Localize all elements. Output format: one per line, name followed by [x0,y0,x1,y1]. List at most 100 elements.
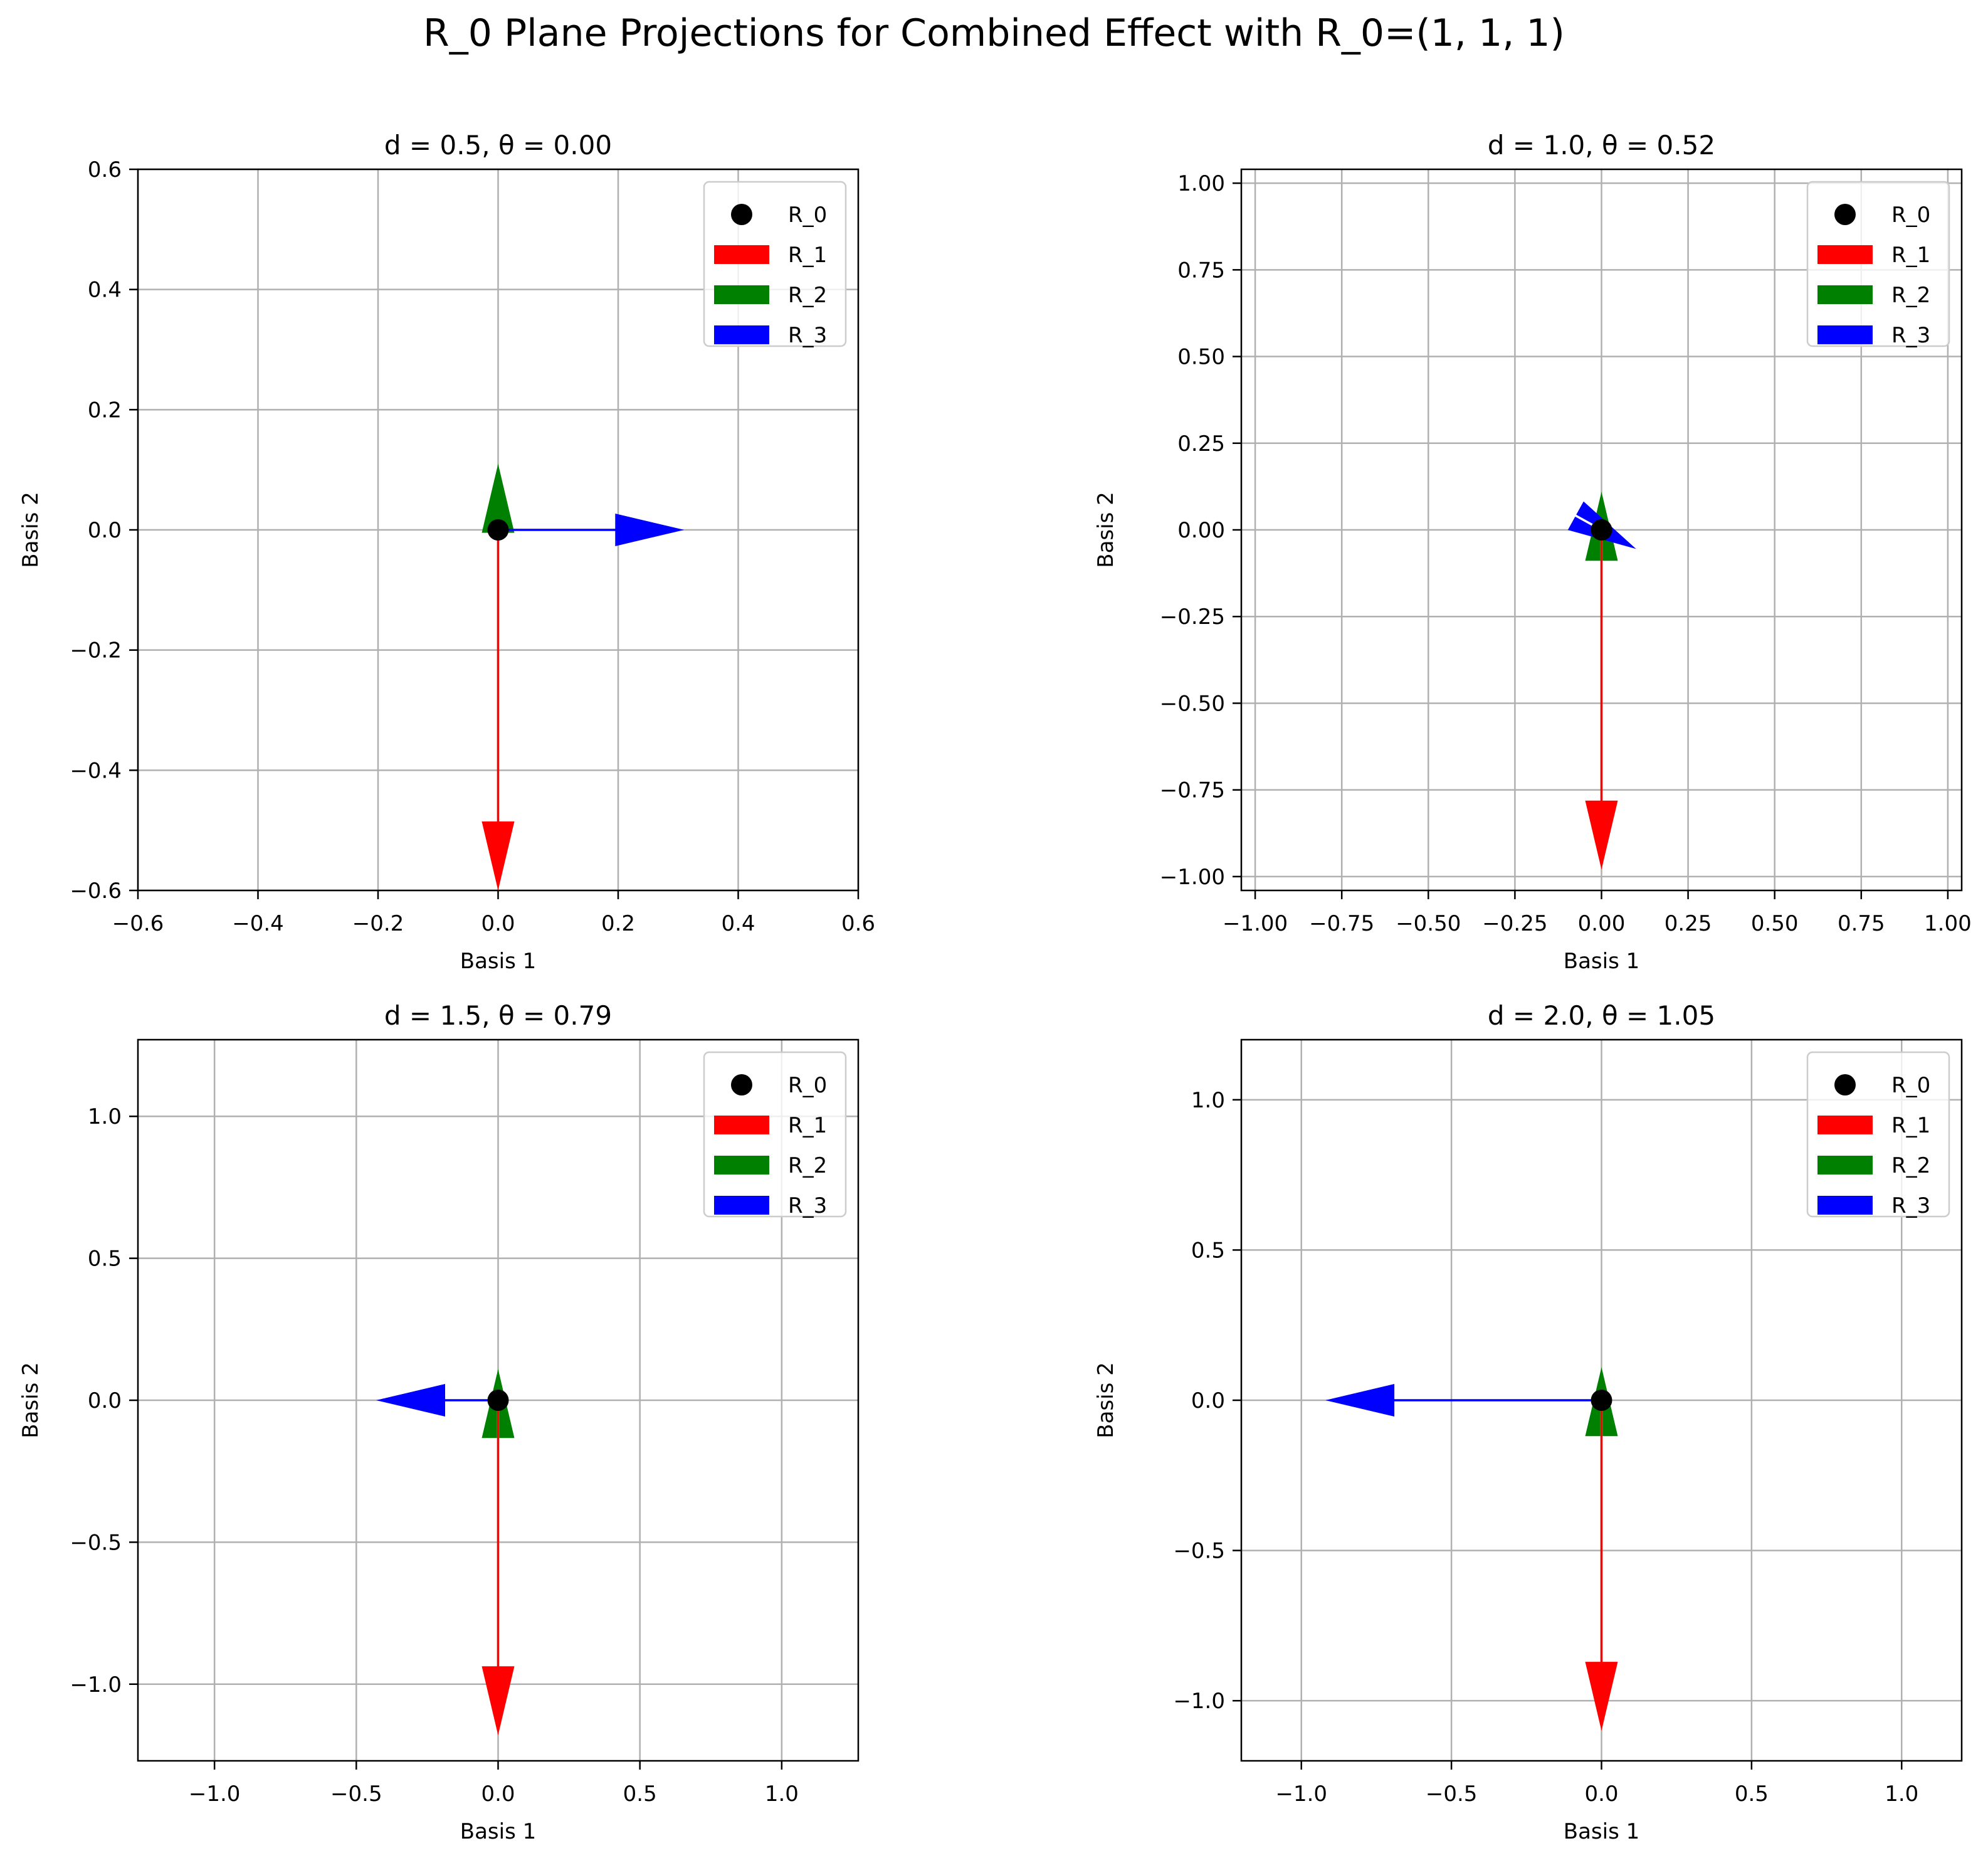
y-tick-label: −1.0 [1173,1689,1225,1714]
point-r0 [487,1390,509,1411]
y-axis-label: Basis 2 [1093,492,1118,568]
y-tick-label: 0.5 [1191,1238,1225,1263]
legend-swatch-r3 [714,1196,769,1215]
x-tick-label: −0.2 [352,911,404,936]
x-tick-label: 0.25 [1665,911,1712,936]
vector-arrow-r3 [498,514,685,546]
y-tick-label: 0.6 [88,157,122,182]
point-r0 [487,519,509,541]
x-tick-label: 0.75 [1838,911,1885,936]
y-axis-label: Basis 2 [18,492,43,568]
x-axis-label: Basis 1 [460,1819,536,1844]
y-tick-label: −0.4 [70,758,122,783]
legend-label: R_1 [788,243,827,268]
x-tick-label: −0.5 [330,1782,382,1807]
legend-label: R_1 [1891,243,1930,268]
subplot-2: −1.00 −0.75 −0.50 −0.25 0.00 0.25 0.50 0.75 1.00… [1093,130,1972,974]
x-tick-label: 0.4 [721,911,755,936]
vector-arrow-r3 [376,1384,498,1417]
legend-label: R_3 [788,323,827,348]
point-r0 [1591,1390,1612,1411]
vector-arrow-r1 [1585,530,1618,870]
subplot-1: −0.6 −0.4 −0.2 0.0 0.2 0.4 0.6 −0.6 −0.4 −0.2 0.0 0… [18,130,875,974]
x-tick-label: 1.0 [1885,1782,1918,1807]
y-tick-label: 0.0 [1191,1388,1225,1413]
x-tick-label: −0.50 [1396,911,1461,936]
y-axis-label: Basis 2 [1093,1362,1118,1438]
x-tick-label: 0.50 [1751,911,1799,936]
x-tick-label: −1.0 [189,1782,241,1807]
vector-arrow-r1 [481,1400,515,1736]
x-axis-label: Basis 1 [1564,949,1639,974]
legend: R_0 R_1 R_2 R_3 [703,181,847,348]
legend-marker-r0 [731,204,752,225]
y-tick-label: 0.0 [88,518,122,543]
legend-swatch-r1 [714,1116,769,1134]
legend-swatch-r2 [714,285,769,304]
legend-marker-r0 [731,1074,752,1095]
vector-arrow-r2 [481,1369,515,1439]
legend-marker-r0 [1834,1074,1856,1095]
y-tick-label: −0.25 [1160,604,1225,630]
x-axis-label: Basis 1 [460,949,536,974]
legend-label: R_1 [788,1113,827,1138]
vector-arrow-r1 [481,530,515,890]
legend-label: R_2 [788,283,827,308]
y-tick-label: 0.2 [88,398,122,423]
x-tick-label: 0.0 [481,911,515,936]
x-tick-label: −0.25 [1482,911,1547,936]
legend-swatch-r3 [1817,325,1873,344]
legend-label: R_2 [1891,283,1930,308]
x-tick-label: 0.0 [481,1782,515,1807]
y-tick-label: −1.00 [1160,865,1225,890]
figure-title: R_0 Plane Projections for Combined Effec… [423,11,1565,55]
subplot-title: d = 1.0, θ = 0.52 [1488,130,1715,161]
legend-marker-r0 [1834,204,1856,225]
y-tick-label: 0.4 [88,278,122,303]
legend-label: R_3 [788,1193,827,1218]
x-tick-label: 1.00 [1924,911,1972,936]
y-tick-label: 1.0 [1191,1088,1225,1113]
x-tick-label: −0.4 [232,911,284,936]
legend: R_0 R_1 R_2 R_3 [703,1051,847,1218]
legend-label: R_0 [788,203,827,228]
subplot-title: d = 0.5, θ = 0.00 [384,130,612,161]
x-tick-label: 1.0 [765,1782,799,1807]
legend-swatch-r3 [714,325,769,344]
legend-label: R_0 [788,1073,827,1098]
legend-swatch-r2 [714,1156,769,1175]
legend-swatch-r1 [1817,1116,1873,1134]
y-tick-label: −0.50 [1160,691,1225,716]
y-tick-label: −0.5 [70,1530,122,1555]
vector-arrow-r1 [1585,1400,1618,1731]
legend: R_0 R_1 R_2 R_3 [1806,181,1950,348]
y-tick-label: −1.0 [70,1672,122,1697]
y-tick-label: −0.2 [70,638,122,663]
legend-swatch-r2 [1817,285,1873,304]
y-tick-label: 0.50 [1177,345,1225,370]
y-tick-label: 0.00 [1177,518,1225,543]
subplot-title: d = 1.5, θ = 0.79 [384,1000,612,1031]
x-axis-label: Basis 1 [1564,1819,1639,1844]
y-axis-label: Basis 2 [18,1362,43,1438]
x-tick-label: −0.6 [112,911,164,936]
x-tick-label: 0.00 [1578,911,1626,936]
x-tick-label: 0.5 [623,1782,657,1807]
y-tick-label: 1.00 [1177,171,1225,196]
subplot-4: −1.0 −0.5 0.0 0.5 1.0 −1.0 −0.5 0.0 0.5 1.0 d = 2.… [1093,1000,1963,1844]
legend-swatch-r1 [1817,245,1873,264]
y-tick-label: 1.0 [88,1104,122,1129]
point-r0 [1591,519,1612,541]
legend-swatch-r1 [714,245,769,264]
x-tick-label: 0.2 [601,911,635,936]
x-tick-label: 0.0 [1584,1782,1618,1807]
y-tick-label: 0.75 [1177,258,1225,283]
y-tick-label: −0.5 [1173,1539,1225,1564]
subplot-title: d = 2.0, θ = 1.05 [1488,1000,1715,1031]
y-tick-label: 0.25 [1177,431,1225,457]
legend-swatch-r3 [1817,1196,1873,1215]
subplot-3: −1.0 −0.5 0.0 0.5 1.0 −1.0 −0.5 0.0 0.5 1.0 d = 1.… [18,1000,860,1844]
vector-arrow-r2 [481,463,515,533]
legend-label: R_1 [1891,1113,1930,1138]
